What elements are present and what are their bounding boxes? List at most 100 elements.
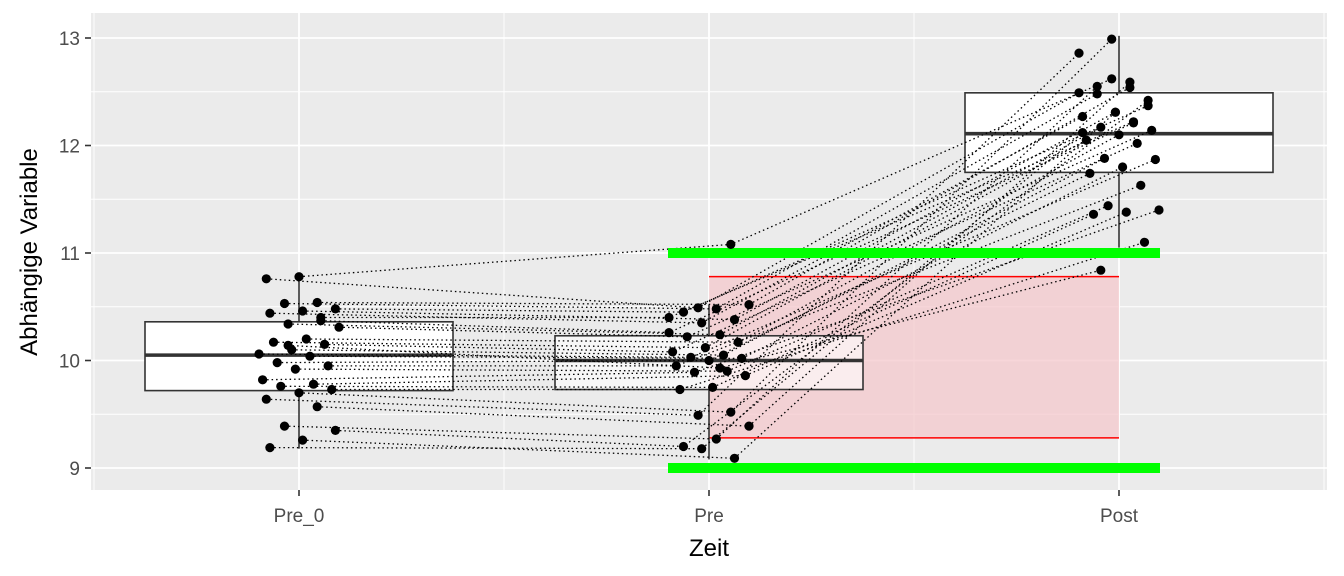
point-pre xyxy=(711,434,721,444)
y-tick-label: 9 xyxy=(69,459,80,480)
point-pre xyxy=(740,371,751,381)
point-pre-0 xyxy=(254,349,264,359)
point-post xyxy=(1085,168,1095,178)
point-pre-0 xyxy=(334,322,344,332)
subject-line xyxy=(320,121,1134,319)
point-post xyxy=(1078,111,1088,122)
x-tick-label: Pre_0 xyxy=(274,506,325,527)
point-pre-0 xyxy=(265,308,275,318)
green-reference-lines xyxy=(668,248,1160,473)
point-pre xyxy=(697,318,707,328)
point-post xyxy=(1154,205,1164,215)
subject-line xyxy=(302,111,1116,321)
point-pre-0 xyxy=(276,381,286,391)
point-post xyxy=(1099,153,1110,163)
point-pre xyxy=(689,367,700,377)
point-post xyxy=(1103,201,1113,211)
point-post xyxy=(1143,95,1153,105)
point-pre xyxy=(711,304,721,314)
y-tick-label: 11 xyxy=(60,244,80,265)
point-pre xyxy=(726,407,736,417)
point-pre-0 xyxy=(298,435,308,445)
subject-line xyxy=(288,126,1102,336)
point-pre-0 xyxy=(319,339,330,349)
point-pre xyxy=(704,355,714,366)
point-post xyxy=(1096,122,1106,132)
point-post xyxy=(1096,265,1106,275)
point-pre xyxy=(715,330,725,340)
subject-line xyxy=(269,132,1084,450)
point-post xyxy=(1128,117,1139,127)
point-pre xyxy=(729,315,740,325)
point-pre xyxy=(718,350,729,360)
point-pre-0 xyxy=(290,364,300,374)
point-post xyxy=(1078,128,1088,138)
point-pre-0 xyxy=(301,334,311,344)
point-pre-0 xyxy=(305,351,315,361)
y-tick-label: 13 xyxy=(59,29,80,50)
point-post xyxy=(1114,130,1124,140)
point-pre xyxy=(722,366,732,376)
point-post xyxy=(1125,77,1135,87)
point-pre-0 xyxy=(316,312,326,323)
subject-line xyxy=(328,184,1142,367)
point-pre-0 xyxy=(330,425,340,435)
point-pre xyxy=(737,353,747,363)
point-pre xyxy=(678,307,689,317)
point-pre-0 xyxy=(312,297,322,308)
point-pre xyxy=(664,312,674,323)
y-tick-label: 12 xyxy=(59,137,80,158)
subject-lines xyxy=(258,38,1160,459)
point-post xyxy=(1081,135,1091,145)
subject-line xyxy=(306,134,1120,343)
point-pre xyxy=(682,332,692,342)
point-pre-0 xyxy=(323,361,333,371)
point-post xyxy=(1088,209,1099,219)
point-pre xyxy=(726,239,736,249)
point-pre-0 xyxy=(268,337,279,347)
point-post xyxy=(1107,74,1117,84)
subject-line xyxy=(269,115,1083,324)
axes: 9 10 11 12 13 Pre_0 Pre Post xyxy=(59,29,1139,527)
point-pre-0 xyxy=(312,402,322,412)
subject-line xyxy=(335,99,1149,448)
point-pre xyxy=(675,384,685,395)
point-pre xyxy=(686,352,696,362)
point-pre xyxy=(744,421,754,431)
data-points xyxy=(254,34,1164,463)
point-pre-0 xyxy=(294,272,304,282)
point-pre xyxy=(664,328,674,338)
point-pre xyxy=(668,347,678,357)
point-pre xyxy=(744,300,754,310)
point-post xyxy=(1092,81,1102,91)
x-tick-label: Pre xyxy=(694,506,724,527)
y-axis-title: Abhängige Variable xyxy=(16,148,43,356)
point-post xyxy=(1110,107,1120,117)
point-pre xyxy=(715,363,725,373)
x-tick-label: Post xyxy=(1100,506,1139,527)
point-pre xyxy=(693,303,703,313)
point-pre-0 xyxy=(298,306,308,316)
point-post xyxy=(1139,237,1150,247)
point-post xyxy=(1074,48,1084,58)
box-pre_0 xyxy=(144,276,454,449)
point-pre-0 xyxy=(261,394,271,404)
point-pre-0 xyxy=(272,358,282,368)
point-post xyxy=(1092,89,1102,99)
point-pre-0 xyxy=(283,319,293,329)
point-pre xyxy=(693,410,703,420)
x-axis-title: Zeit xyxy=(689,535,729,562)
point-pre-0 xyxy=(279,421,290,431)
point-pre xyxy=(671,361,681,371)
point-pre-0 xyxy=(327,384,337,395)
point-post xyxy=(1118,162,1128,172)
point-post xyxy=(1136,180,1146,190)
point-pre-0 xyxy=(308,379,319,389)
point-pre xyxy=(729,453,740,463)
point-pre-0 xyxy=(283,340,293,350)
point-pre xyxy=(733,337,743,347)
point-pre xyxy=(697,444,707,454)
point-pre xyxy=(700,343,711,353)
point-pre-0 xyxy=(258,375,268,385)
